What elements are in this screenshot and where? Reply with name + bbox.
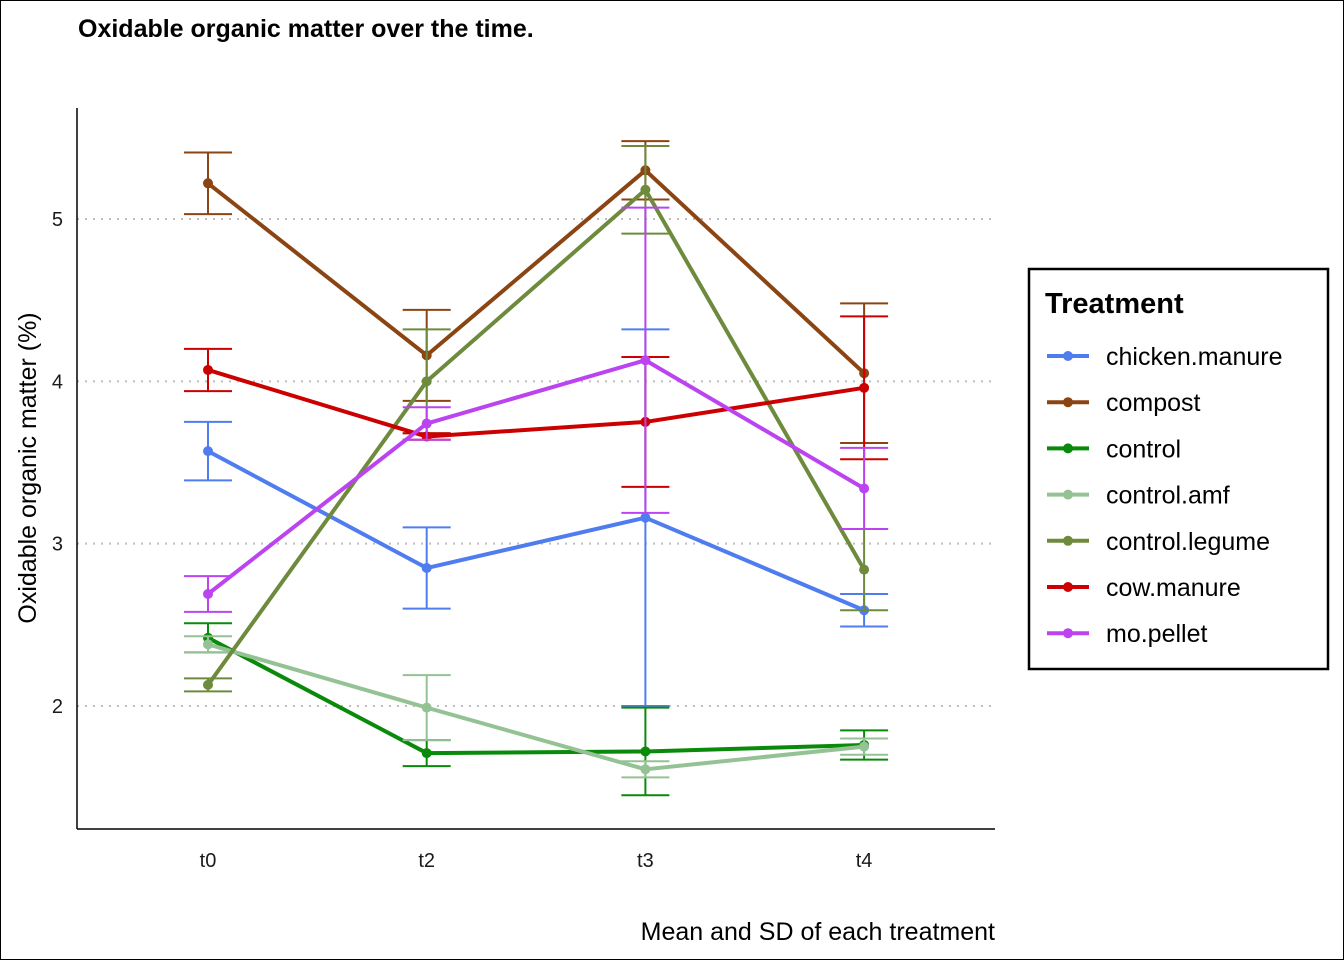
data-point: [640, 184, 651, 195]
legend-label: compost: [1106, 389, 1201, 417]
legend-label: control.amf: [1106, 482, 1230, 510]
y-tick-label: 5: [52, 209, 63, 231]
legend-title: Treatment: [1045, 288, 1184, 320]
legend-label: mo.pellet: [1106, 620, 1207, 648]
series-mo.pellet: [184, 206, 889, 613]
series-cow.manure: [184, 315, 889, 488]
data-point: [421, 748, 432, 759]
series-line: [206, 168, 866, 375]
series-line: [207, 368, 865, 439]
y-tick-label: 2: [52, 696, 63, 718]
legend-item-cow.manure: cow.manure: [1047, 574, 1241, 602]
data-point: [203, 639, 213, 650]
series-compost: [184, 140, 889, 445]
legend-key-point: [1063, 535, 1073, 546]
data-point: [203, 679, 213, 690]
series-control.legume: [184, 144, 889, 693]
x-tick-label: t4: [856, 850, 873, 872]
data-point: [640, 764, 651, 775]
series-line: [206, 187, 866, 687]
legend-key-point: [1063, 489, 1073, 500]
legend-item-control.legume: control.legume: [1047, 528, 1270, 556]
data-point: [421, 376, 432, 387]
series-chicken.manure: [184, 328, 889, 707]
data-point: [859, 382, 870, 393]
data-point: [640, 746, 651, 757]
chart-title: Oxidable organic matter over the time.: [78, 15, 534, 43]
data-point: [859, 741, 870, 752]
legend-item-control: control: [1047, 435, 1181, 463]
tick-labels: 2 3 4 5 t0 t2 t3 t4: [52, 209, 873, 872]
legend-item-mo.pellet: mo.pellet: [1047, 620, 1207, 648]
data-point: [203, 178, 213, 189]
series-control.amf: [184, 635, 889, 779]
legend-label: control: [1106, 435, 1181, 463]
data-point: [203, 588, 213, 599]
x-tick-label: t3: [637, 850, 654, 872]
data-point: [203, 446, 213, 457]
x-tick-label: t2: [418, 850, 435, 872]
y-tick-label: 3: [52, 534, 63, 556]
series: [184, 140, 889, 797]
series-line: [207, 636, 865, 756]
data-point: [203, 364, 213, 375]
grid: [77, 218, 995, 707]
legend-items: chicken.manure compost control control.amf c…: [1047, 343, 1282, 648]
series-line: [206, 358, 866, 596]
data-point: [421, 418, 432, 429]
series-line: [207, 642, 865, 772]
legend-label: chicken.manure: [1106, 343, 1282, 371]
legend-item-chicken.manure: chicken.manure: [1047, 343, 1282, 371]
x-tick-label: t0: [200, 850, 217, 872]
data-point: [421, 563, 432, 574]
legend-key-point: [1063, 351, 1073, 361]
legend-item-compost: compost: [1047, 389, 1201, 417]
data-point: [640, 355, 651, 366]
x-axis-label: Mean and SD of each treatment: [641, 918, 995, 946]
legend-item-control.amf: control.amf: [1047, 482, 1230, 510]
series-control: [184, 622, 889, 797]
legend-key-point: [1063, 628, 1073, 639]
legend-label: control.legume: [1106, 528, 1270, 556]
data-point: [859, 564, 870, 575]
legend-box: [1027, 267, 1330, 671]
legend-label: cow.manure: [1106, 574, 1241, 602]
legend-key-point: [1063, 397, 1073, 408]
y-tick-label: 4: [52, 371, 63, 393]
axes: [76, 108, 995, 830]
data-point: [640, 512, 651, 523]
data-point: [859, 483, 870, 494]
data-point: [421, 702, 432, 713]
legend-key-point: [1063, 582, 1073, 592]
legend-key-point: [1063, 443, 1073, 454]
series-line: [207, 449, 865, 613]
legend: Treatment chicken.manure compost control co…: [1027, 267, 1330, 671]
y-axis-label: Oxidable organic matter (%): [14, 312, 42, 623]
